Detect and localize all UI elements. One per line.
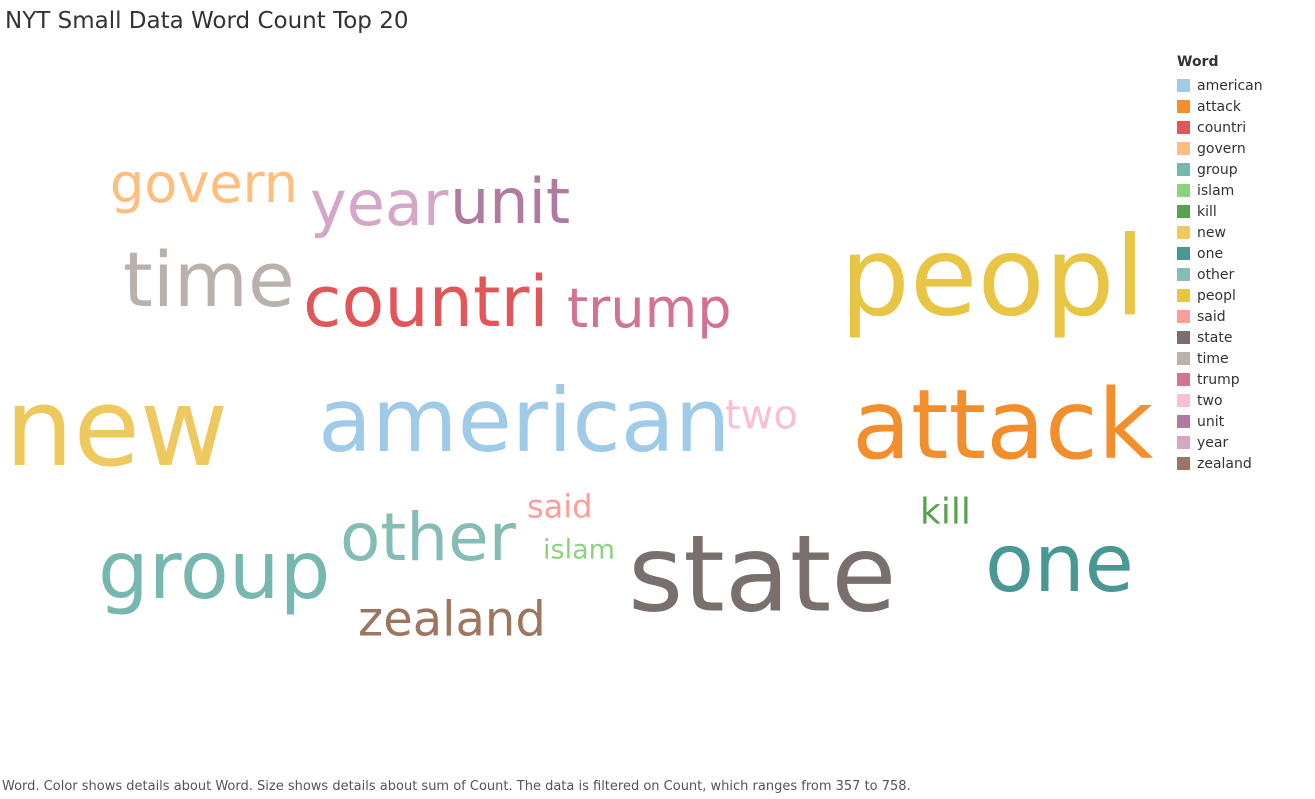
legend-label: countri <box>1197 119 1247 136</box>
legend-swatch <box>1177 205 1190 218</box>
chart-caption: Word. Color shows details about Word. Si… <box>2 779 911 794</box>
legend-label: year <box>1197 434 1229 451</box>
legend-item-group[interactable]: group <box>1177 159 1307 180</box>
cloud-word-attack: attack <box>852 369 1154 482</box>
legend-swatch <box>1177 394 1190 407</box>
cloud-word-one: one <box>985 517 1134 611</box>
legend-swatch <box>1177 184 1190 197</box>
legend-label: islam <box>1197 182 1235 199</box>
cloud-word-zealand: zealand <box>358 591 546 648</box>
legend-item-year[interactable]: year <box>1177 432 1307 453</box>
cloud-word-year: year <box>310 166 449 240</box>
cloud-word-said: said <box>527 487 593 526</box>
legend-label: two <box>1197 392 1223 409</box>
cloud-word-other: other <box>340 498 516 576</box>
legend-label: govern <box>1197 140 1246 157</box>
cloud-word-peopl: peopl <box>840 212 1146 341</box>
legend-swatch <box>1177 310 1190 323</box>
legend-item-two[interactable]: two <box>1177 390 1307 411</box>
legend-swatch <box>1177 121 1190 134</box>
legend-swatch <box>1177 457 1190 470</box>
legend-label: time <box>1197 350 1229 367</box>
chart-title: NYT Small Data Word Count Top 20 <box>5 8 409 34</box>
legend-swatch <box>1177 226 1190 239</box>
legend-swatch <box>1177 163 1190 176</box>
cloud-word-state: state <box>628 512 897 636</box>
legend-item-govern[interactable]: govern <box>1177 138 1307 159</box>
legend-swatch <box>1177 415 1190 428</box>
legend-swatch <box>1177 142 1190 155</box>
cloud-word-two: two <box>725 392 798 439</box>
legend-label: unit <box>1197 413 1225 430</box>
legend-item-new[interactable]: new <box>1177 222 1307 243</box>
legend-label: new <box>1197 224 1226 241</box>
legend-swatch <box>1177 352 1190 365</box>
legend-label: one <box>1197 245 1224 262</box>
legend-label: zealand <box>1197 455 1252 472</box>
legend-swatch <box>1177 331 1190 344</box>
word-cloud: new attack state american peopl one group count… <box>5 151 1154 648</box>
legend-label: trump <box>1197 371 1240 388</box>
legend-swatch <box>1177 100 1190 113</box>
legend-title: Word <box>1177 54 1219 70</box>
legend-label: attack <box>1197 98 1241 115</box>
legend-label: other <box>1197 266 1235 283</box>
cloud-word-trump: trump <box>567 276 732 340</box>
cloud-word-time: time <box>123 235 295 325</box>
legend-item-countri[interactable]: countri <box>1177 117 1307 138</box>
cloud-word-islam: islam <box>543 534 615 566</box>
cloud-word-new: new <box>5 365 229 491</box>
cloud-word-govern: govern <box>110 151 298 215</box>
legend-label: state <box>1197 329 1233 346</box>
legend-item-zealand[interactable]: zealand <box>1177 453 1307 474</box>
legend-item-kill[interactable]: kill <box>1177 201 1307 222</box>
legend-item-state[interactable]: state <box>1177 327 1307 348</box>
legend-label: peopl <box>1197 287 1236 304</box>
legend-label: group <box>1197 161 1238 178</box>
cloud-word-kill: kill <box>920 491 971 533</box>
legend-swatch <box>1177 268 1190 281</box>
legend-item-attack[interactable]: attack <box>1177 96 1307 117</box>
legend-item-american[interactable]: american <box>1177 75 1307 96</box>
cloud-word-group: group <box>98 524 331 618</box>
legend-item-one[interactable]: one <box>1177 243 1307 264</box>
legend-label: kill <box>1197 203 1217 220</box>
cloud-word-american: american <box>318 369 731 473</box>
legend-swatch <box>1177 247 1190 260</box>
legend-item-peopl[interactable]: peopl <box>1177 285 1307 306</box>
legend-label: said <box>1197 308 1226 325</box>
legend-item-trump[interactable]: trump <box>1177 369 1307 390</box>
legend-label: american <box>1197 77 1263 94</box>
legend-item-other[interactable]: other <box>1177 264 1307 285</box>
legend-swatch <box>1177 289 1190 302</box>
legend-item-islam[interactable]: islam <box>1177 180 1307 201</box>
legend-swatch <box>1177 436 1190 449</box>
cloud-word-countri: countri <box>303 260 549 343</box>
legend-item-time[interactable]: time <box>1177 348 1307 369</box>
legend-items: american attack countri govern group islam kil… <box>1177 75 1307 474</box>
legend-item-unit[interactable]: unit <box>1177 411 1307 432</box>
legend-swatch <box>1177 373 1190 386</box>
legend: Word american attack countri govern group isl… <box>1177 54 1307 474</box>
legend-item-said[interactable]: said <box>1177 306 1307 327</box>
cloud-word-unit: unit <box>450 164 571 238</box>
legend-swatch <box>1177 79 1190 92</box>
